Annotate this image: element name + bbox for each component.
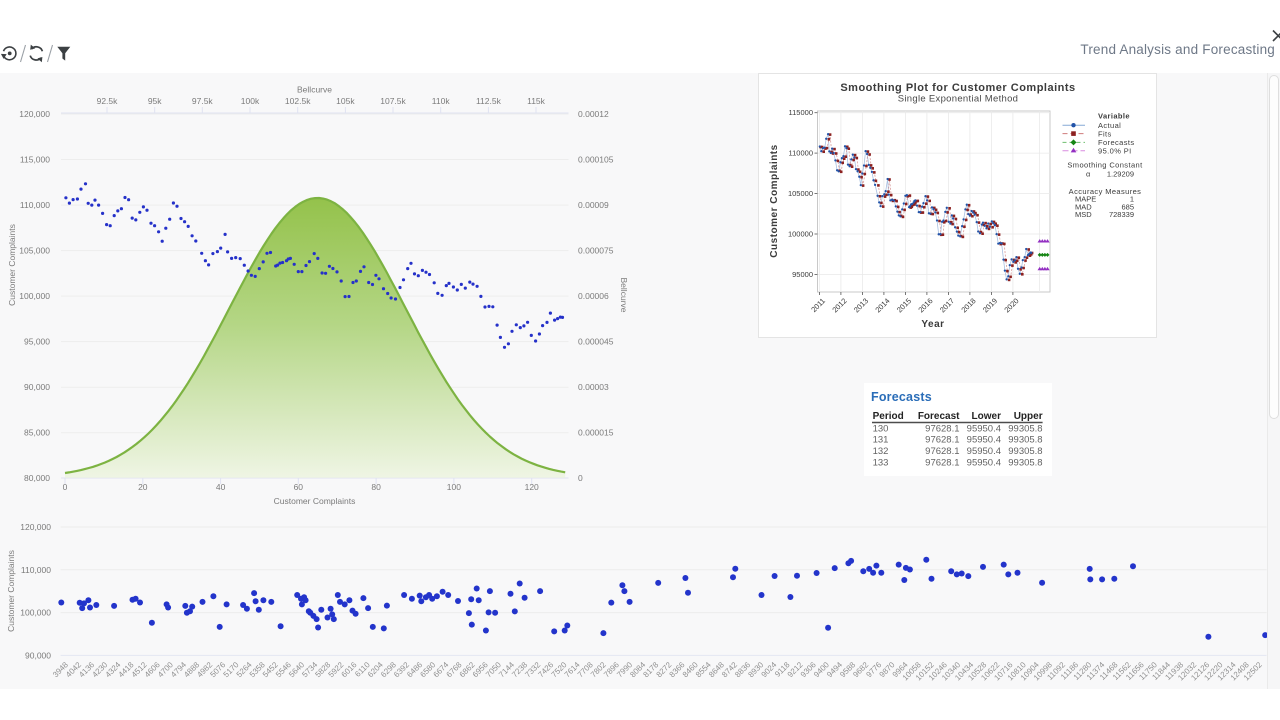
svg-text:2014: 2014 (873, 296, 891, 314)
svg-text:MAPE: MAPE (1075, 194, 1096, 203)
svg-text:Bellcurve: Bellcurve (619, 278, 629, 313)
svg-text:95950.4: 95950.4 (967, 423, 1001, 434)
svg-text:85,000: 85,000 (24, 428, 50, 438)
svg-text:1.29209: 1.29209 (1107, 170, 1134, 179)
svg-text:110000: 110000 (789, 149, 813, 158)
svg-text:0.000045: 0.000045 (578, 337, 614, 347)
svg-text:80: 80 (371, 482, 381, 492)
svg-text:130: 130 (873, 423, 889, 434)
svg-text:Period: Period (873, 411, 904, 422)
svg-text:40: 40 (216, 482, 226, 492)
svg-text:95950.4: 95950.4 (967, 446, 1001, 457)
svg-text:0.000075: 0.000075 (578, 246, 614, 256)
svg-text:100000: 100000 (788, 230, 813, 239)
svg-text:95950.4: 95950.4 (967, 457, 1001, 468)
svg-text:2017: 2017 (938, 296, 956, 314)
svg-text:Single Exponential Method: Single Exponential Method (898, 94, 1019, 105)
svg-text:60: 60 (294, 482, 304, 492)
svg-text:Fits: Fits (1098, 129, 1112, 138)
svg-text:105,000: 105,000 (19, 246, 50, 256)
svg-text:90,000: 90,000 (25, 650, 51, 660)
svg-text:0.000105: 0.000105 (578, 155, 614, 165)
svg-text:107.5k: 107.5k (380, 96, 406, 106)
svg-text:133: 133 (873, 457, 889, 468)
svg-text:97.5k: 97.5k (192, 96, 214, 106)
svg-text:0: 0 (63, 482, 68, 492)
svg-text:97628.1: 97628.1 (925, 423, 959, 434)
svg-text:95.0% PI: 95.0% PI (1098, 147, 1132, 156)
svg-text:2013: 2013 (852, 296, 870, 314)
svg-text:2012: 2012 (830, 296, 848, 314)
svg-text:99305.8: 99305.8 (1008, 435, 1042, 446)
svg-text:120: 120 (525, 482, 539, 492)
svg-text:97628.1: 97628.1 (925, 435, 959, 446)
svg-text:2011: 2011 (809, 296, 827, 314)
svg-text:99305.8: 99305.8 (1008, 423, 1042, 434)
svg-text:115000: 115000 (789, 108, 813, 117)
svg-text:0.00012: 0.00012 (578, 109, 609, 119)
svg-text:α: α (1086, 170, 1091, 179)
svg-text:0.00006: 0.00006 (578, 291, 609, 301)
svg-text:MSD: MSD (1075, 210, 1092, 219)
svg-text:92.5k: 92.5k (97, 96, 119, 106)
svg-text:110,000: 110,000 (21, 565, 51, 575)
svg-text:100,000: 100,000 (19, 291, 50, 301)
svg-text:0.00003: 0.00003 (578, 382, 609, 392)
svg-text:685: 685 (1121, 203, 1134, 212)
svg-text:120,000: 120,000 (19, 109, 50, 119)
svg-text:132: 132 (873, 446, 889, 457)
svg-text:Customer Complaints: Customer Complaints (274, 496, 356, 506)
svg-text:20: 20 (138, 482, 148, 492)
svg-text:95000: 95000 (792, 270, 813, 279)
svg-text:95,000: 95,000 (24, 337, 50, 347)
svg-text:0.00009: 0.00009 (578, 200, 609, 210)
svg-text:0: 0 (578, 473, 583, 483)
svg-text:2018: 2018 (959, 296, 977, 314)
svg-text:Customer Complaints: Customer Complaints (7, 224, 17, 306)
svg-text:Bellcurve: Bellcurve (297, 85, 332, 95)
svg-text:2019: 2019 (981, 296, 999, 314)
svg-text:99305.8: 99305.8 (1008, 446, 1042, 457)
svg-text:Forecasts: Forecasts (1098, 138, 1135, 147)
svg-text:131: 131 (873, 435, 889, 446)
svg-text:90,000: 90,000 (24, 382, 50, 392)
svg-text:2015: 2015 (895, 296, 913, 314)
svg-text:Customer Complaints: Customer Complaints (769, 144, 780, 257)
svg-text:Upper: Upper (1014, 411, 1043, 422)
svg-text:1: 1 (1130, 194, 1134, 203)
svg-text:102.5k: 102.5k (285, 96, 311, 106)
svg-text:97628.1: 97628.1 (925, 457, 959, 468)
svg-text:Variable: Variable (1098, 112, 1130, 121)
svg-text:100,000: 100,000 (20, 608, 51, 618)
svg-text:99305.8: 99305.8 (1008, 457, 1042, 468)
svg-text:Actual: Actual (1098, 121, 1121, 130)
svg-text:Lower: Lower (972, 411, 1002, 422)
svg-text:120,000: 120,000 (20, 522, 51, 532)
svg-text:100: 100 (447, 482, 461, 492)
svg-text:Year: Year (921, 319, 944, 330)
svg-text:MAD: MAD (1075, 203, 1092, 212)
svg-text:728339: 728339 (1109, 210, 1134, 219)
svg-text:110k: 110k (432, 96, 451, 106)
svg-text:Customer Complaints: Customer Complaints (6, 550, 16, 632)
svg-text:95950.4: 95950.4 (967, 435, 1001, 446)
svg-text:110,000: 110,000 (20, 200, 50, 210)
svg-text:2020: 2020 (1002, 296, 1020, 314)
svg-text:Accuracy Measures: Accuracy Measures (1069, 187, 1142, 196)
svg-text:115,000: 115,000 (20, 155, 50, 165)
svg-text:100k: 100k (241, 96, 260, 106)
svg-text:95k: 95k (148, 96, 162, 106)
svg-text:0.000015: 0.000015 (578, 428, 614, 438)
svg-text:97628.1: 97628.1 (925, 446, 959, 457)
svg-text:Forecast: Forecast (918, 411, 960, 422)
svg-text:105k: 105k (336, 96, 355, 106)
svg-text:115k: 115k (527, 96, 546, 106)
svg-text:112.5k: 112.5k (476, 96, 502, 106)
svg-text:Smoothing Constant: Smoothing Constant (1067, 161, 1143, 170)
svg-text:105000: 105000 (788, 189, 813, 198)
svg-text:2016: 2016 (916, 296, 934, 314)
svg-text:Smoothing Plot for Customer Co: Smoothing Plot for Customer Complaints (840, 82, 1075, 94)
svg-text:80,000: 80,000 (24, 473, 50, 483)
